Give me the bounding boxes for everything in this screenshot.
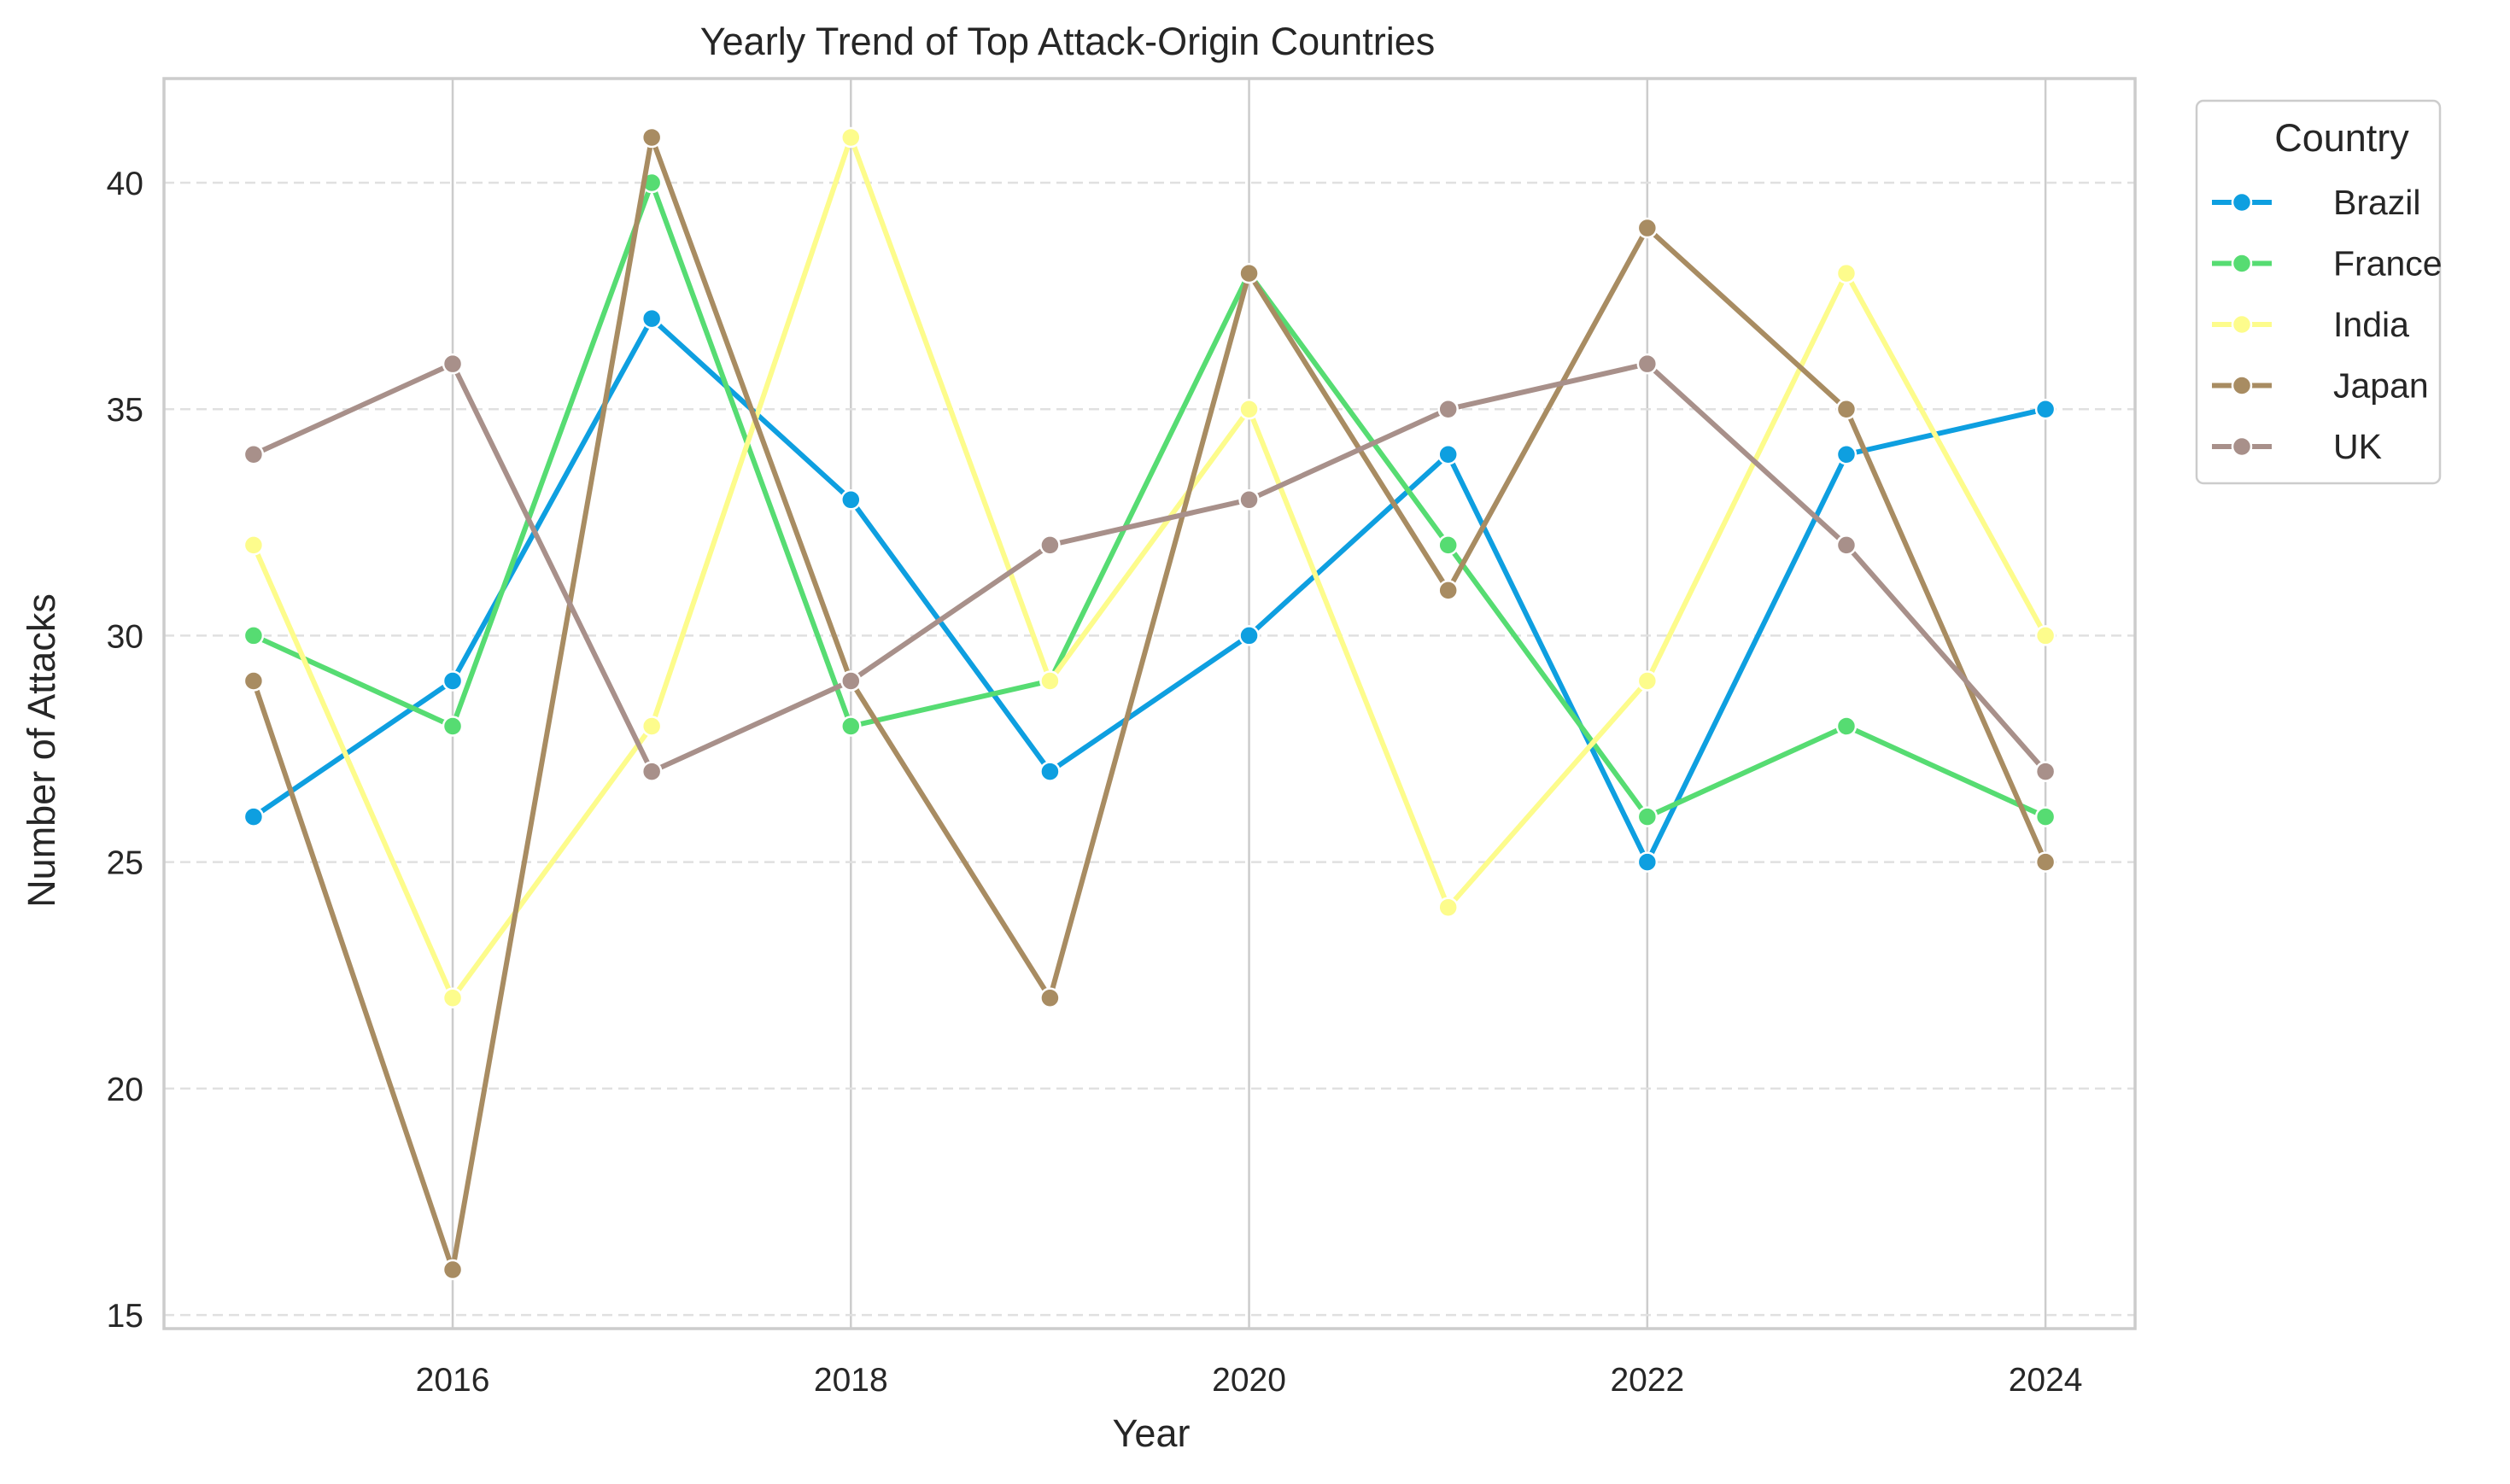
data-point-brazil [1835,444,1858,465]
data-point-japan [641,126,663,149]
data-point-france [2034,806,2057,827]
data-point-japan [243,670,265,692]
data-point-india [1039,670,1061,692]
legend-marker-japan [2231,375,2253,396]
data-point-japan [1039,987,1061,1009]
data-point-uk [1238,489,1260,511]
x-tick-label: 2018 [814,1362,888,1399]
series-line-brazil [250,316,2049,865]
legend-marker-uk [2231,435,2253,458]
data-point-brazil [243,806,265,827]
legend-title: Country [2274,116,2409,160]
data-point-france [442,716,464,737]
chart-title: Yearly Trend of Top Attack-Origin Countr… [700,20,1435,63]
legend-label-france: France [2333,244,2443,283]
data-point-japan [1835,398,1858,420]
data-point-brazil [1636,851,1659,873]
y-tick-label: 35 [107,392,143,429]
legend-label-brazil: Brazil [2333,183,2421,222]
x-tick-label: 2024 [2009,1362,2083,1399]
data-point-india [1636,670,1659,692]
data-point-uk [442,353,464,375]
legend-marker-brazil [2231,191,2253,213]
legend-marker-india [2231,313,2253,336]
series-line-india [250,134,2049,1001]
data-point-france [840,716,862,737]
data-point-uk [1039,535,1061,556]
data-point-india [641,716,663,737]
data-point-france [1437,535,1459,556]
y-tick-label: 40 [107,166,143,202]
y-tick-label: 15 [107,1298,143,1335]
data-point-uk [1835,535,1858,556]
series-line-uk [250,361,2049,774]
data-point-uk [2034,761,2057,782]
data-point-france [243,625,265,646]
data-point-uk [243,444,265,465]
data-point-india [1238,398,1260,420]
series-line-france [250,180,2049,820]
data-point-japan [442,1259,464,1281]
legend-label-japan: Japan [2333,366,2429,406]
y-tick-label: 25 [107,845,143,882]
data-point-brazil [1437,444,1459,465]
data-point-india [243,535,265,556]
data-point-brazil [840,489,862,511]
data-point-india [1835,262,1858,284]
x-tick-label: 2020 [1212,1362,1286,1399]
data-point-brazil [1039,761,1061,782]
data-point-france [1835,716,1858,737]
data-point-india [1437,897,1459,918]
data-point-india [2034,625,2057,646]
data-point-japan [1437,580,1459,601]
data-point-uk [1437,398,1459,420]
x-tick-label: 2016 [416,1362,490,1399]
data-point-brazil [1238,625,1260,646]
legend-marker-france [2231,253,2253,274]
y-tick-label: 30 [107,618,143,655]
y-tick-label: 20 [107,1072,143,1108]
y-axis-label: Number of Attacks [20,593,63,908]
data-point-brazil [442,670,464,692]
data-point-india [840,126,862,149]
data-point-japan [2034,851,2057,873]
data-point-brazil [641,307,663,330]
legend-label-india: India [2333,305,2409,344]
legend: Country Brazil France India Japan UK [2195,99,2443,485]
data-point-uk [641,761,663,782]
series-line-japan [250,134,2049,1273]
data-point-japan [1636,217,1659,239]
x-tick-label: 2022 [1610,1362,1684,1399]
x-axis-label: Year [1113,1411,1191,1455]
data-point-brazil [2034,398,2057,420]
data-point-india [442,987,464,1009]
data-point-uk [840,670,862,692]
legend-label-uk: UK [2333,427,2382,466]
data-point-france [1636,806,1659,827]
data-point-japan [1238,262,1260,284]
plot-frame [162,77,2137,1330]
data-point-uk [1636,353,1659,375]
